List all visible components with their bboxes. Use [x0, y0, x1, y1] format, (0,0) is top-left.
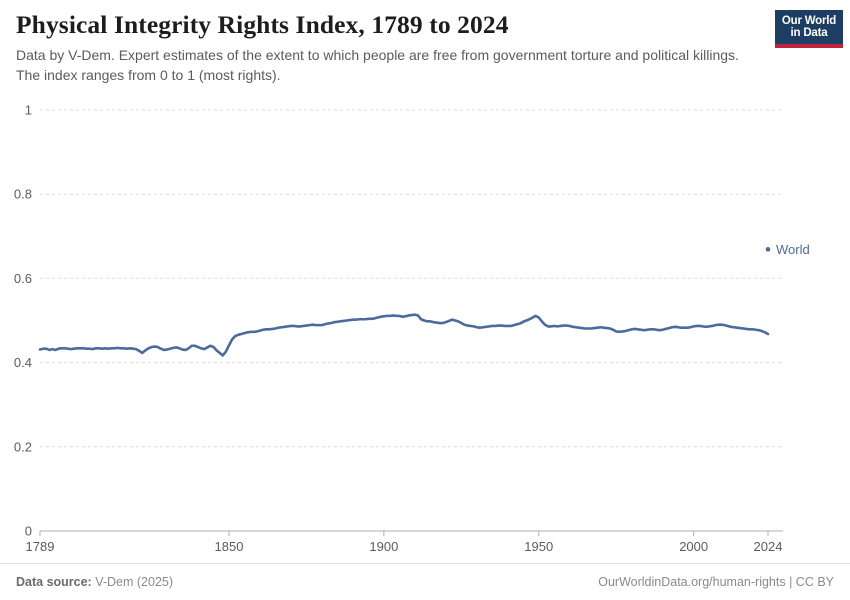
- line-chart-svg[interactable]: 00.20.40.60.81 1789 1850 1900 1950 2000 2024 …: [0, 96, 850, 552]
- plot-area[interactable]: 0 0.2 0.4 0.6 0.8 1 1789 1850 1900 1950 2000 2024 …: [0, 96, 850, 552]
- attribution-link[interactable]: OurWorldinData.org/human-rights | CC BY: [598, 575, 834, 589]
- series-end-labels: World: [765, 242, 810, 257]
- y-tick-label: 0: [25, 524, 32, 539]
- x-axis-tick-labels: 1789 1850 1900 1950 2000 2024: [26, 539, 783, 551]
- data-source: Data source: V-Dem (2025): [16, 575, 173, 589]
- series-label-world[interactable]: World: [776, 242, 810, 257]
- x-tick-label: 1900: [369, 539, 398, 551]
- x-tick-label: 1950: [524, 539, 553, 551]
- y-tick-label: 1: [25, 103, 32, 118]
- x-tick-label: 2000: [679, 539, 708, 551]
- x-tick-label: 1789: [26, 539, 55, 551]
- y-tick-label: 0.2: [14, 439, 32, 454]
- y-tick-label: 0.8: [14, 187, 32, 202]
- owid-logo-line1: Our World: [781, 14, 837, 27]
- chart-subtitle: Data by V-Dem. Expert estimates of the e…: [16, 47, 739, 84]
- data-source-value: V-Dem (2025): [95, 575, 174, 589]
- y-tick-label: 0.6: [14, 271, 32, 286]
- x-axis-line: [39, 530, 783, 536]
- chart-footer: Data source: V-Dem (2025) OurWorldinData…: [0, 563, 850, 600]
- series-lines[interactable]: [38, 313, 770, 357]
- y-tick-label: 0.4: [14, 355, 32, 370]
- gridlines: [40, 109, 783, 448]
- data-source-label: Data source:: [16, 575, 92, 589]
- owid-logo-line2: in Data: [790, 27, 828, 39]
- owid-logo[interactable]: Our World in Data: [775, 10, 843, 48]
- y-axis-tick-labels: 0 0.2 0.4 0.6 0.8 1: [14, 103, 32, 539]
- x-tick-label: 2024: [754, 539, 783, 551]
- series-end-dot: [765, 247, 771, 252]
- series-line-world[interactable]: [38, 313, 770, 357]
- chart-header: Physical Integrity Rights Index, 1789 to…: [16, 10, 756, 86]
- page-title: Physical Integrity Rights Index, 1789 to…: [16, 10, 509, 39]
- x-tick-label: 1850: [215, 539, 244, 551]
